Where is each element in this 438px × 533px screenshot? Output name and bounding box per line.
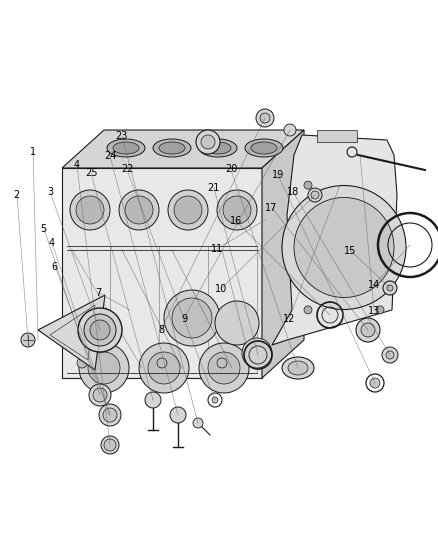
Text: 25: 25 xyxy=(85,168,97,178)
Circle shape xyxy=(164,290,220,346)
Circle shape xyxy=(125,196,153,224)
Polygon shape xyxy=(38,295,105,370)
Circle shape xyxy=(311,191,319,199)
Circle shape xyxy=(208,352,240,384)
Circle shape xyxy=(145,392,161,408)
Text: 22: 22 xyxy=(121,165,133,174)
Circle shape xyxy=(79,343,129,393)
Circle shape xyxy=(294,198,394,297)
Text: 19: 19 xyxy=(272,170,284,180)
Circle shape xyxy=(196,130,220,154)
Circle shape xyxy=(201,135,215,149)
Text: 17: 17 xyxy=(265,203,278,213)
Circle shape xyxy=(170,407,186,423)
Circle shape xyxy=(89,384,111,406)
Circle shape xyxy=(157,358,167,368)
Circle shape xyxy=(215,301,259,345)
Bar xyxy=(317,130,357,142)
Ellipse shape xyxy=(113,142,139,154)
Circle shape xyxy=(308,188,322,202)
Circle shape xyxy=(304,181,312,189)
Text: 24: 24 xyxy=(104,151,117,161)
Ellipse shape xyxy=(153,139,191,157)
Text: 21: 21 xyxy=(208,183,220,193)
Text: 11: 11 xyxy=(211,245,223,254)
Ellipse shape xyxy=(282,357,314,379)
Text: 12: 12 xyxy=(283,314,295,324)
Circle shape xyxy=(90,320,110,340)
Ellipse shape xyxy=(251,142,277,154)
Text: 7: 7 xyxy=(95,288,102,298)
Circle shape xyxy=(88,352,120,384)
Circle shape xyxy=(103,408,117,422)
Circle shape xyxy=(104,439,116,451)
Circle shape xyxy=(199,343,249,393)
Circle shape xyxy=(356,318,380,342)
Ellipse shape xyxy=(288,361,308,375)
Text: 16: 16 xyxy=(230,216,242,226)
Text: 4: 4 xyxy=(49,238,55,247)
Polygon shape xyxy=(262,130,304,378)
Circle shape xyxy=(242,338,272,368)
Circle shape xyxy=(168,190,208,230)
Circle shape xyxy=(119,190,159,230)
Circle shape xyxy=(212,397,218,403)
Circle shape xyxy=(93,388,107,402)
Circle shape xyxy=(21,333,35,347)
Text: 8: 8 xyxy=(158,326,164,335)
Circle shape xyxy=(99,404,121,426)
Text: 23: 23 xyxy=(116,131,128,141)
Circle shape xyxy=(76,196,104,224)
Circle shape xyxy=(217,190,257,230)
Text: 4: 4 xyxy=(74,160,80,170)
Circle shape xyxy=(284,124,296,136)
Ellipse shape xyxy=(159,142,185,154)
Circle shape xyxy=(139,343,189,393)
Circle shape xyxy=(193,418,203,428)
Circle shape xyxy=(361,323,375,337)
Text: 13: 13 xyxy=(368,306,381,316)
Circle shape xyxy=(256,109,274,127)
Circle shape xyxy=(260,113,270,123)
Circle shape xyxy=(223,196,251,224)
Polygon shape xyxy=(272,135,397,345)
Circle shape xyxy=(383,281,397,295)
Circle shape xyxy=(148,352,180,384)
Circle shape xyxy=(282,185,406,310)
Text: 10: 10 xyxy=(215,285,227,294)
Polygon shape xyxy=(62,168,262,378)
Circle shape xyxy=(386,351,394,359)
Ellipse shape xyxy=(205,142,231,154)
Text: 2: 2 xyxy=(14,190,20,199)
Circle shape xyxy=(370,378,380,388)
Text: 18: 18 xyxy=(286,187,299,197)
Ellipse shape xyxy=(199,139,237,157)
Text: 9: 9 xyxy=(181,314,187,324)
Circle shape xyxy=(84,314,116,346)
Circle shape xyxy=(382,347,398,363)
Text: 6: 6 xyxy=(52,262,58,271)
Text: 15: 15 xyxy=(344,246,357,255)
Circle shape xyxy=(172,298,212,338)
Circle shape xyxy=(174,196,202,224)
Circle shape xyxy=(304,306,312,314)
Circle shape xyxy=(376,306,384,314)
Text: 20: 20 xyxy=(225,165,237,174)
Text: 1: 1 xyxy=(30,147,36,157)
Polygon shape xyxy=(62,130,304,168)
Circle shape xyxy=(70,190,110,230)
Text: 3: 3 xyxy=(47,187,53,197)
Circle shape xyxy=(77,358,87,368)
Text: 5: 5 xyxy=(41,224,47,234)
Ellipse shape xyxy=(245,139,283,157)
Circle shape xyxy=(78,308,122,352)
Circle shape xyxy=(101,436,119,454)
Ellipse shape xyxy=(107,139,145,157)
Circle shape xyxy=(217,358,227,368)
Text: 14: 14 xyxy=(368,280,381,290)
Circle shape xyxy=(387,285,393,291)
